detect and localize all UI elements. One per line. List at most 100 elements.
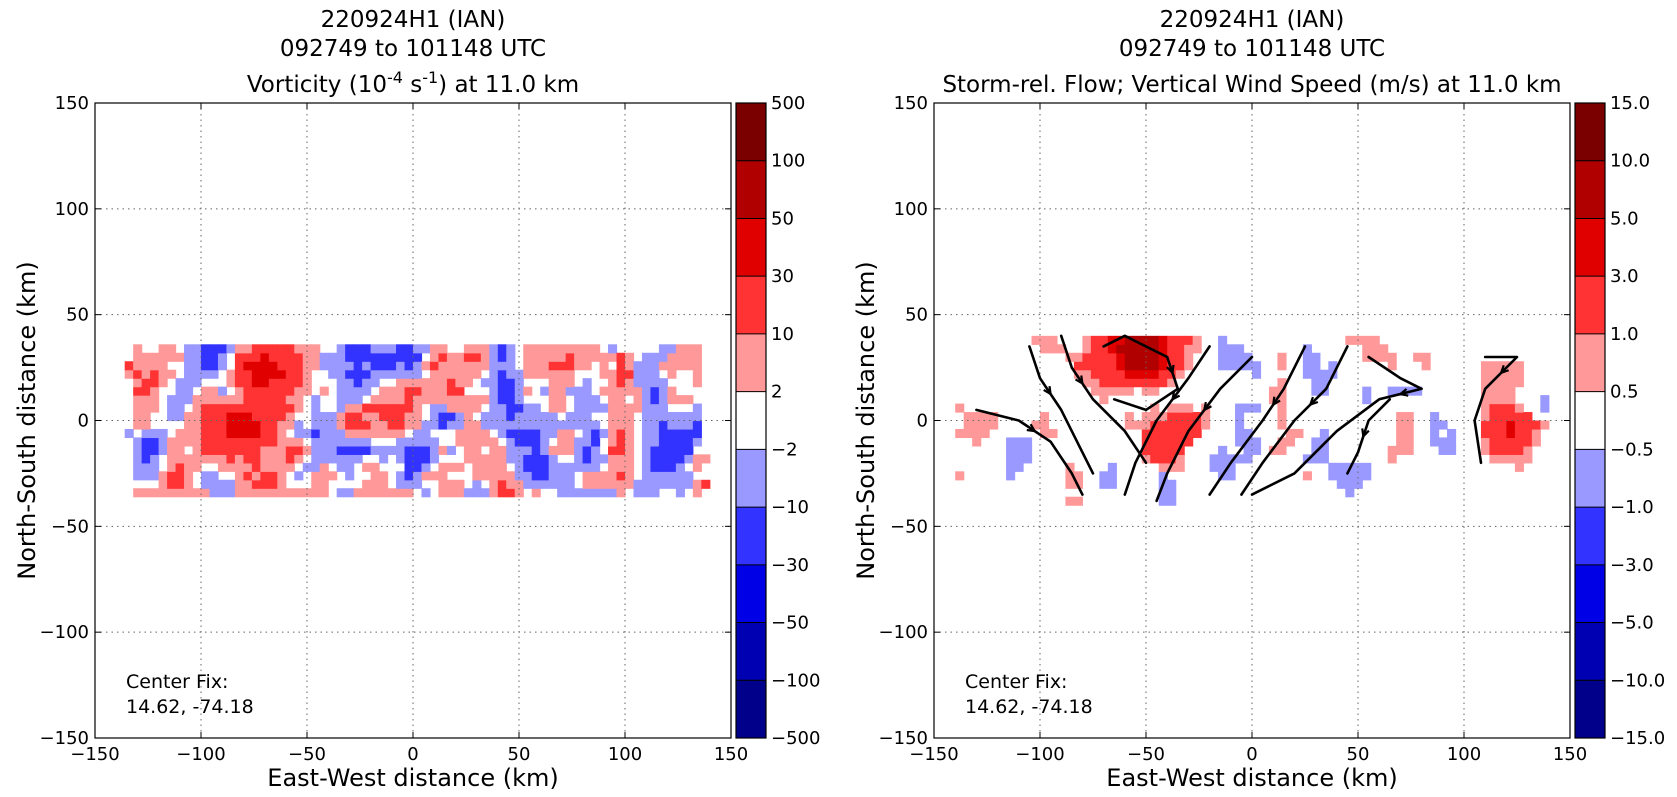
field-cell (396, 369, 406, 379)
field-cell (243, 361, 253, 371)
field-cell (608, 454, 618, 464)
field-cell (438, 445, 448, 455)
field-cell (540, 428, 550, 439)
field-cell (379, 369, 389, 379)
field-cell (480, 454, 490, 464)
field-cell (234, 369, 244, 379)
field-cell (319, 488, 329, 498)
streamline (975, 408, 1084, 496)
field-cell (319, 412, 329, 422)
field-cell (1531, 420, 1541, 430)
field-cell (531, 428, 541, 439)
field-cell (438, 386, 448, 396)
field-cell (1328, 471, 1338, 481)
field-cell (480, 344, 490, 354)
field-cell (413, 437, 423, 447)
field-cell (1489, 386, 1499, 396)
field-cell (226, 412, 236, 422)
field-cell (1150, 378, 1160, 388)
field-cell (234, 344, 244, 354)
field-cell (591, 488, 601, 498)
field-cell (1150, 445, 1160, 455)
field-cell (260, 378, 270, 388)
field-cell (1226, 344, 1236, 354)
field-cell (1099, 386, 1109, 396)
field-cell (1031, 335, 1041, 345)
field-cell (692, 479, 702, 489)
field-cell (209, 352, 219, 362)
field-cell (268, 386, 278, 396)
field-cell (150, 488, 160, 498)
field-cell (268, 361, 278, 371)
field-cell (480, 471, 490, 481)
field-cell (277, 395, 287, 405)
field-cell (463, 454, 473, 464)
field-cell (167, 479, 177, 489)
field-cell (684, 445, 694, 455)
field-cell (260, 445, 270, 455)
field-cell (1523, 412, 1533, 422)
field-cell (557, 488, 567, 498)
field-cell (658, 445, 668, 455)
field-cell (582, 488, 592, 498)
field-cell (1090, 352, 1100, 362)
field-cell (209, 471, 219, 481)
field-cell (1167, 496, 1177, 506)
field-cell (616, 420, 626, 430)
field-cell (531, 344, 541, 354)
streamline (1346, 398, 1392, 475)
field-cell (209, 361, 219, 371)
field-cell (226, 378, 236, 388)
x-tick-label: −150 (70, 744, 119, 765)
field-cell (557, 437, 567, 447)
field-cell (1175, 369, 1185, 379)
field-cell (1158, 471, 1168, 481)
field-cell (1158, 496, 1168, 506)
field-cell (658, 420, 668, 430)
field-cell (650, 369, 660, 379)
field-cell (379, 471, 389, 481)
field-cell (421, 361, 431, 371)
field-cell (396, 420, 406, 430)
field-cell (396, 344, 406, 354)
field-cell (336, 445, 346, 455)
field-cell (268, 395, 278, 405)
field-cell (404, 344, 414, 354)
field-cell (1523, 437, 1533, 447)
field-cell (1430, 428, 1440, 439)
field-cell (1506, 403, 1516, 413)
field-cell (311, 344, 321, 354)
field-cell (429, 412, 440, 422)
field-cell (506, 454, 516, 464)
field-cell (1506, 378, 1516, 388)
field-cell (480, 361, 490, 371)
field-cell (1099, 335, 1109, 345)
field-cell (328, 352, 338, 362)
field-cell (294, 445, 304, 455)
field-cell (1277, 420, 1287, 430)
field-cell (480, 462, 490, 472)
field-cell (625, 471, 635, 481)
field-cell (370, 420, 380, 430)
field-cell (294, 428, 304, 439)
field-cell (345, 420, 355, 430)
field-cell (217, 412, 228, 422)
field-cell (1277, 437, 1287, 447)
field-cell (548, 395, 558, 405)
field-cell (1404, 420, 1414, 430)
field-cell (1167, 445, 1177, 455)
field-cell (1302, 369, 1312, 379)
field-cell (1421, 361, 1431, 371)
field-cell (1218, 352, 1228, 362)
field-cell (472, 471, 482, 481)
field-cell (565, 352, 575, 362)
field-cell (438, 471, 448, 481)
field-cell (251, 420, 261, 430)
field-cell (251, 378, 261, 388)
field-cell (421, 344, 431, 354)
field-cell (540, 445, 550, 455)
field-cell (1023, 454, 1033, 464)
field-cell (201, 420, 211, 430)
field-cell (667, 395, 677, 405)
field-cell (1362, 352, 1372, 362)
